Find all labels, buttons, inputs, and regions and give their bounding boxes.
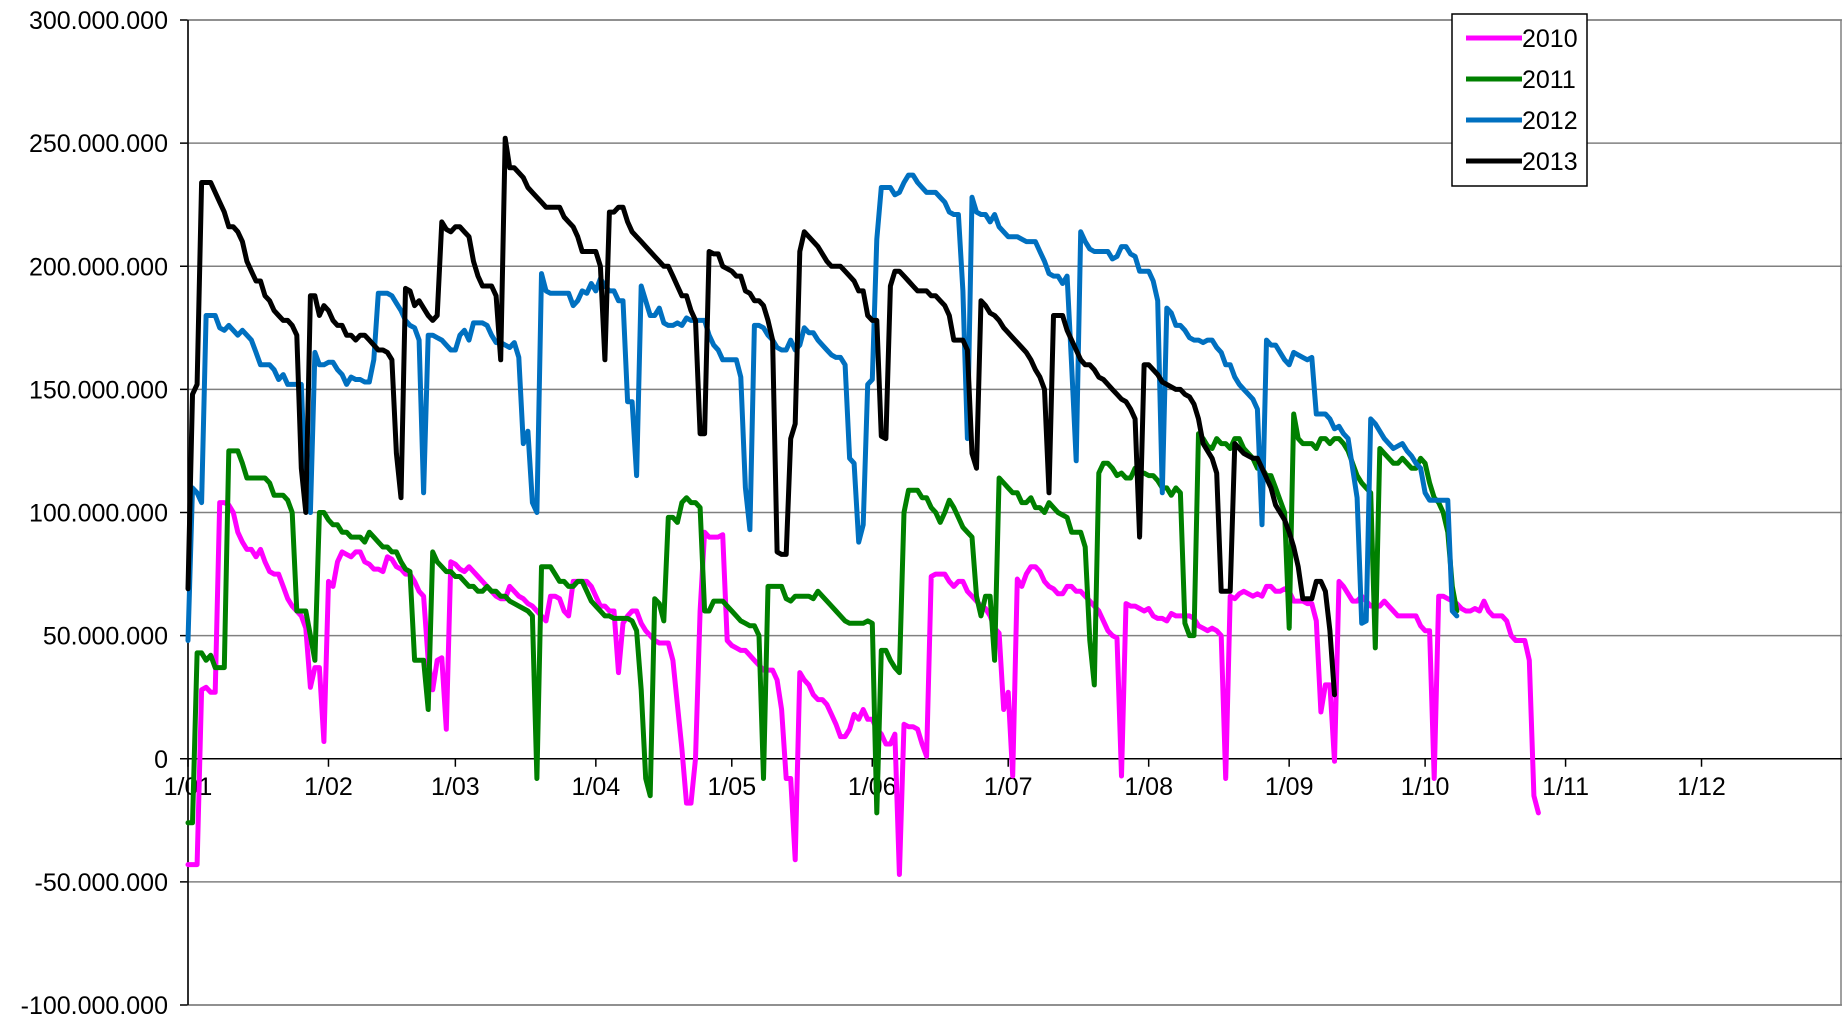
y-axis-tick-labels: 300.000.000 250.000.000 200.000.000 150.000…	[21, 7, 168, 1020]
legend-label-2011: 2011	[1522, 66, 1576, 94]
series-line-2011	[185, 411, 1460, 826]
x-tick-label: 1/08	[1124, 773, 1173, 801]
y-tick-label: 0	[154, 746, 168, 774]
x-tick-label: 1/02	[304, 773, 353, 801]
series-lines	[185, 135, 1541, 877]
x-tick-label: 1/03	[431, 773, 480, 801]
x-tick-label: 1/09	[1265, 773, 1314, 801]
x-tick-label: 1/05	[707, 773, 756, 801]
legend-label-2012: 2012	[1522, 107, 1578, 135]
x-tick-label: 1/11	[1542, 773, 1589, 801]
y-tick-label: -100.000.000	[21, 992, 168, 1020]
x-axis-tick-labels: 1/01 1/02 1/03 1/04 1/05 1/06 1/07 1/08 1/09 1/10…	[164, 773, 1726, 801]
legend: 2010 2011 2012 2013	[1451, 13, 1588, 187]
y-tick-label: 50.000.000	[43, 623, 168, 651]
y-tick-label: 200.000.000	[29, 253, 168, 281]
y-tick-label: 250.000.000	[29, 130, 168, 158]
series-line-2013	[185, 135, 1337, 698]
x-tick-label: 1/12	[1677, 773, 1726, 801]
y-tick-label: 150.000.000	[29, 376, 168, 404]
x-tick-label: 1/01	[164, 773, 213, 801]
x-tick-label: 1/06	[848, 773, 897, 801]
gridlines	[188, 19, 1842, 1006]
series-line-2012	[185, 172, 1460, 643]
x-tick-label: 1/07	[984, 773, 1033, 801]
series-line-2010	[185, 500, 1541, 877]
x-tick-label: 1/10	[1401, 773, 1450, 801]
legend-label-2010: 2010	[1522, 25, 1578, 53]
y-tick-label: -50.000.000	[35, 869, 168, 897]
x-tick-label: 1/04	[571, 773, 620, 801]
y-tick-label: 100.000.000	[29, 500, 168, 528]
legend-label-2013: 2013	[1522, 148, 1578, 176]
legend-box	[1451, 13, 1588, 187]
y-tick-label: 300.000.000	[29, 7, 168, 35]
